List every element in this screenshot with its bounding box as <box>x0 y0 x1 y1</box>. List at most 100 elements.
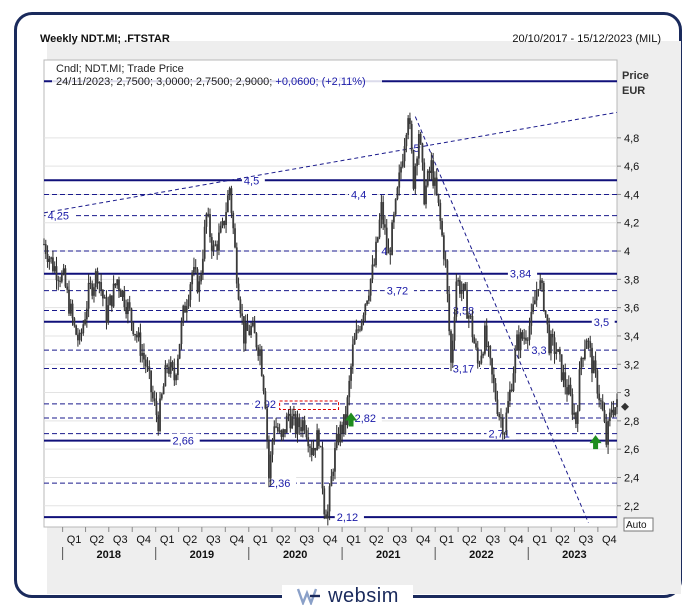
candle-body <box>44 244 47 255</box>
candle-body <box>84 319 86 325</box>
chart-title: Weekly NDT.MI; .FTSTAR <box>40 33 170 45</box>
candle-body <box>285 415 288 433</box>
candle-body <box>350 366 352 381</box>
candle-body <box>326 511 329 519</box>
candle-body <box>387 248 390 254</box>
candle-body <box>342 414 345 434</box>
candle-body <box>491 358 493 375</box>
candle-body <box>330 476 333 487</box>
candle-body <box>121 290 124 298</box>
level-label-bg <box>591 314 615 328</box>
x-year-label: 2018 <box>97 549 121 561</box>
candle-body <box>587 340 590 342</box>
level-label: 2,82 <box>355 413 376 425</box>
x-quarter-label: Q1 <box>346 534 361 546</box>
candle-body <box>57 280 60 282</box>
last-price-marker-icon <box>621 402 629 411</box>
candle-body <box>87 282 90 309</box>
candle-body <box>384 224 386 228</box>
candle-body <box>498 413 501 418</box>
x-year-label: 2023 <box>562 549 586 561</box>
candle-body <box>583 348 586 360</box>
candle-body <box>134 334 136 336</box>
candle-body <box>409 118 411 125</box>
candle-body <box>435 177 438 194</box>
candle-body <box>551 333 554 338</box>
candle-body <box>185 306 188 313</box>
candle-body <box>205 213 208 227</box>
candle-body <box>278 430 281 432</box>
websim-logo-icon <box>296 588 321 605</box>
candle-body <box>225 212 227 226</box>
candle-body <box>132 322 135 335</box>
plot-area <box>43 59 618 528</box>
x-quarter-label: Q4 <box>229 534 244 546</box>
candle-body <box>598 393 601 401</box>
candle-body <box>77 334 79 341</box>
y-tick-label: 4,4 <box>624 189 639 201</box>
level-label-bg <box>334 510 364 524</box>
candle-body <box>610 409 613 413</box>
candle-body <box>325 514 327 519</box>
candle-body <box>228 188 231 196</box>
candle-body <box>521 332 524 339</box>
y-axis: 2,2 2,4 2,6 2,8 3 3,2 3,4 3,6 3,8 4 4,2 4,4 4,6 4,8 Pr… <box>617 70 654 532</box>
candle-body <box>82 324 85 334</box>
level-label-bg <box>529 343 553 357</box>
candle-body <box>196 269 199 293</box>
candle-body <box>166 365 169 367</box>
candle-body <box>284 429 286 433</box>
candle-body <box>139 332 142 356</box>
brand-name: websim <box>328 584 399 607</box>
x-quarter-label: Q1 <box>439 534 454 546</box>
candle-body <box>421 143 424 163</box>
candle-body <box>89 282 92 284</box>
y-tick-label: 3,6 <box>624 303 639 315</box>
legend-values: 24/11/2023; 2,7500; 3,0000; 2,7500; 2,90… <box>56 76 366 88</box>
candle-body <box>219 225 222 233</box>
candle-body <box>375 241 377 266</box>
candle-body <box>300 427 302 432</box>
candle-body <box>235 247 238 284</box>
candle-body <box>298 417 301 428</box>
y-tick-label: 2,8 <box>624 416 639 428</box>
candle-body <box>230 188 233 213</box>
candle-body <box>353 338 356 345</box>
candle-body <box>505 412 508 434</box>
x-quarter-label: Q3 <box>579 534 594 546</box>
candle-body <box>146 366 149 368</box>
candle-body <box>396 187 399 200</box>
candle-body <box>75 325 78 335</box>
candle-body <box>446 260 449 294</box>
candle-body <box>178 344 181 359</box>
candle-body <box>385 227 388 249</box>
level-label: 3,17 <box>453 364 474 376</box>
candle-body <box>605 421 608 445</box>
candle-body <box>184 305 186 313</box>
candle-body <box>257 347 260 356</box>
candle-body <box>417 134 420 159</box>
candle-body <box>243 316 245 344</box>
candle-body <box>102 290 104 299</box>
candle-body <box>62 268 65 274</box>
candle-body <box>55 266 58 281</box>
candle-body <box>557 349 559 352</box>
candle-body <box>110 295 113 307</box>
plot-background <box>43 59 618 528</box>
candle-body <box>276 427 279 432</box>
candle-body <box>555 351 558 354</box>
candle-body <box>289 413 292 429</box>
candle-body <box>376 237 379 242</box>
x-quarter-label: Q3 <box>299 534 314 546</box>
candle-body <box>155 401 158 416</box>
auto-scale-box <box>623 517 654 532</box>
buy-arrow-icon <box>345 412 358 427</box>
candle-body <box>553 337 556 354</box>
candle-body <box>575 412 577 424</box>
candle-body <box>128 302 131 309</box>
candle-body <box>294 413 297 435</box>
candle-body <box>464 283 467 290</box>
candle-body <box>548 324 551 354</box>
candle-body <box>516 334 518 351</box>
